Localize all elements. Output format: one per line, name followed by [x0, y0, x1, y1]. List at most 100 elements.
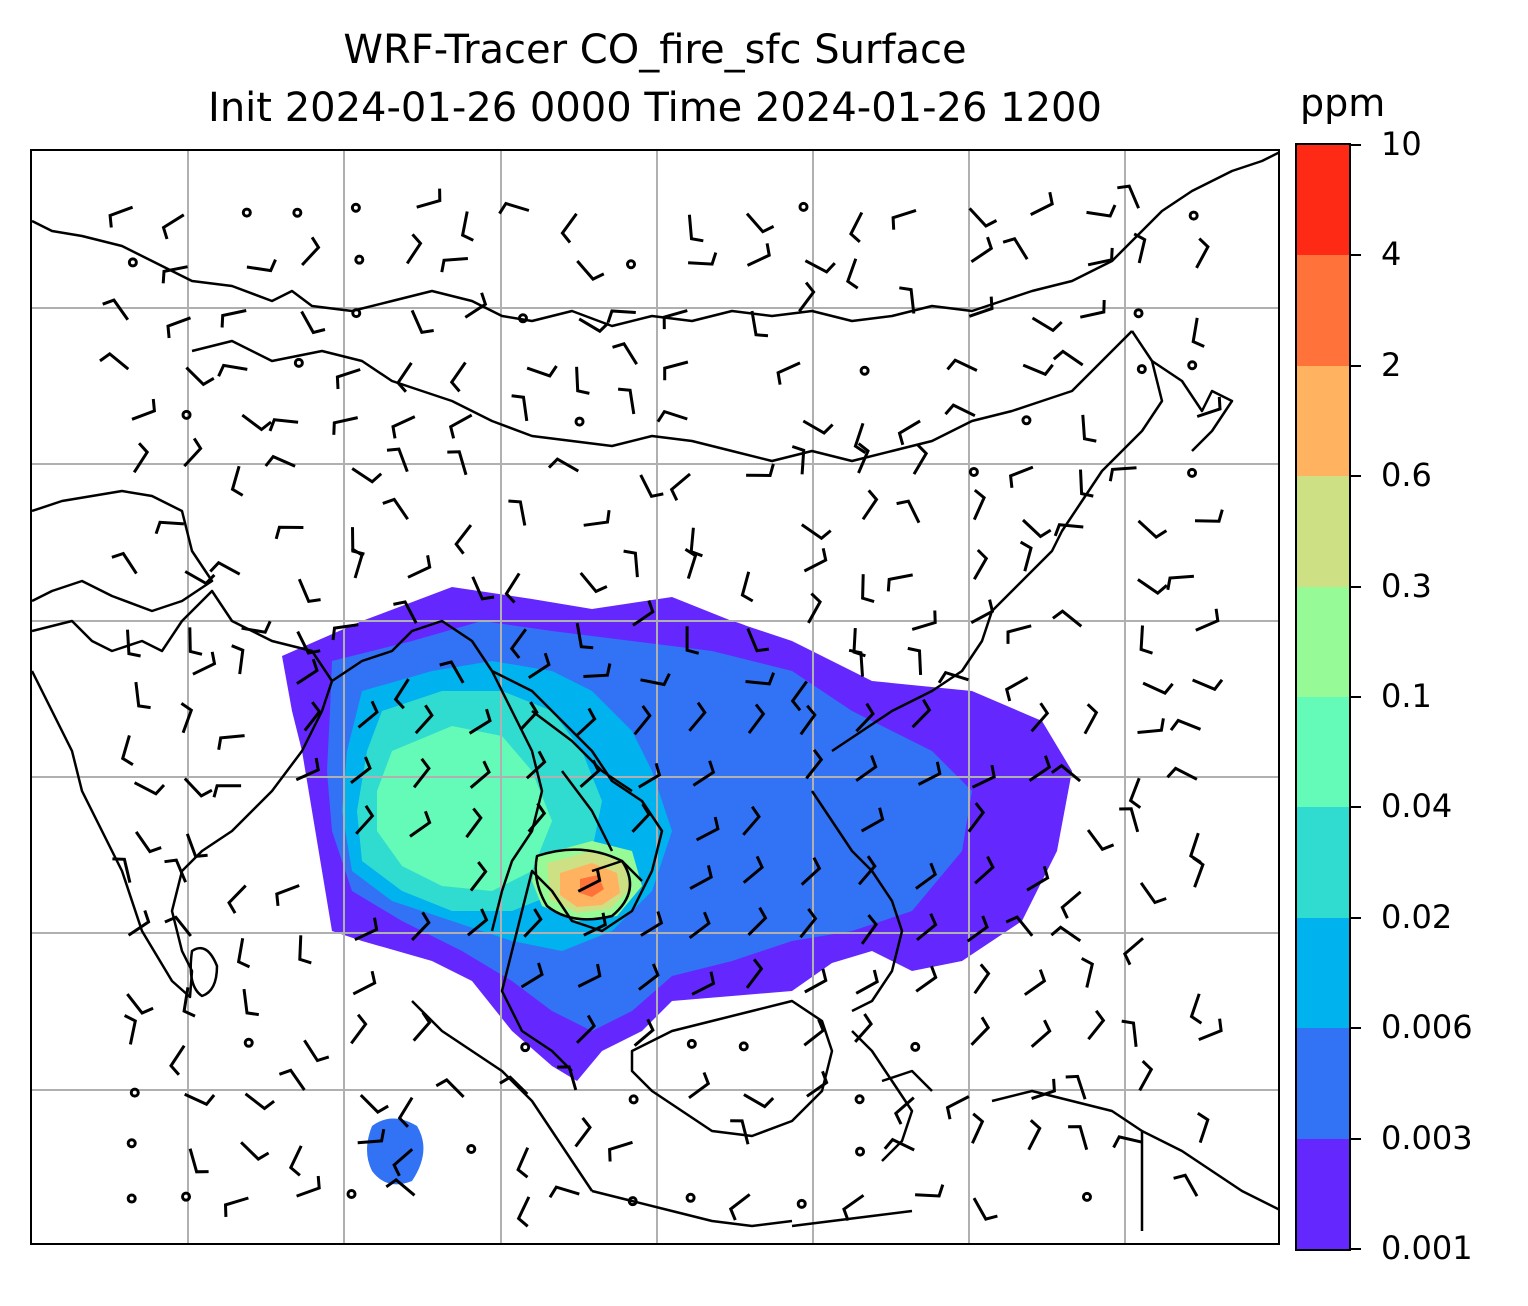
wind-barb	[912, 443, 929, 475]
calm-wind-marker	[292, 207, 303, 218]
coastline-china-east	[831, 330, 1164, 753]
colorbar-segment	[1297, 365, 1349, 477]
wind-barb	[161, 213, 185, 240]
wind-barb	[520, 962, 544, 989]
wind-barb	[516, 1147, 530, 1179]
wind-barb	[1022, 363, 1054, 377]
wind-barb	[212, 784, 242, 798]
wind-barb	[471, 576, 495, 601]
wind-barb	[804, 968, 828, 994]
calm-wind-marker	[686, 1038, 697, 1049]
wind-barb	[111, 551, 138, 575]
calm-wind-marker	[517, 313, 528, 324]
wind-barb	[944, 403, 976, 418]
wind-barb	[468, 708, 492, 735]
calm-wind-marker	[293, 357, 304, 368]
wind-barb	[849, 211, 864, 244]
wind-barb	[747, 703, 766, 734]
wind-barb	[853, 422, 867, 454]
wind-barb	[220, 309, 247, 328]
wind-barb	[684, 547, 698, 580]
calm-wind-marker	[241, 207, 252, 218]
wind-barb	[968, 207, 998, 228]
wind-barb	[454, 524, 473, 555]
coastline-borneo	[630, 999, 834, 1138]
wind-barb	[1027, 1119, 1042, 1151]
wind-barb	[855, 702, 875, 733]
wind-barb	[1194, 509, 1224, 523]
wind-barb	[1137, 718, 1165, 734]
wind-barb	[608, 1140, 633, 1162]
wind-barb	[1117, 184, 1140, 209]
calm-wind-marker	[1187, 360, 1198, 371]
wind-barb	[464, 292, 488, 319]
wind-barb	[217, 734, 245, 751]
wind-barb	[112, 857, 132, 883]
calm-wind-marker	[1081, 1191, 1092, 1202]
wind-barb	[1053, 523, 1084, 537]
wind-barb	[945, 1095, 970, 1120]
wind-barb	[298, 935, 312, 965]
wind-barb	[916, 913, 938, 942]
coastline-india	[32, 589, 334, 999]
wind-barb	[972, 488, 986, 521]
calm-wind-marker	[798, 201, 809, 212]
colorbar-segment	[1297, 254, 1349, 366]
calm-wind-marker	[626, 259, 637, 270]
wind-barb	[915, 1184, 945, 1198]
wind-barb	[637, 963, 660, 991]
wind-barb	[134, 681, 151, 710]
colorbar-segment	[1297, 144, 1349, 256]
wind-barb	[574, 1116, 592, 1148]
wind-barb	[296, 1175, 321, 1198]
wind-barb	[883, 1137, 915, 1152]
wind-barb	[575, 1014, 596, 1044]
wind-barb	[183, 437, 203, 468]
wind-barb	[632, 599, 655, 627]
wind-barb	[1087, 1009, 1106, 1041]
wind-barb	[414, 704, 434, 735]
coastline-china-plateau	[191, 330, 1133, 463]
colorbar-tick-label: 0.04	[1381, 787, 1453, 826]
wind-barb	[745, 212, 775, 234]
wind-barb	[861, 574, 875, 604]
wind-barb	[350, 756, 372, 784]
wind-barb	[352, 970, 377, 996]
wind-barb	[728, 1193, 751, 1221]
wind-barb	[1195, 237, 1210, 269]
wind-barb	[357, 700, 379, 729]
wind-barb	[857, 855, 877, 886]
wind-barb	[854, 1013, 873, 1043]
wind-barb	[1169, 718, 1202, 731]
calm-wind-marker	[859, 365, 870, 376]
wind-barb	[1023, 969, 1047, 996]
wind-barb	[917, 761, 942, 786]
wind-barb	[937, 670, 969, 684]
wind-barb	[1005, 915, 1034, 937]
wind-barb	[465, 807, 483, 839]
colorbar-tick	[1351, 585, 1361, 588]
wind-barb	[295, 757, 320, 782]
wind-barb	[1128, 777, 1142, 809]
coastline-bay-of-bengal	[331, 619, 544, 932]
wind-barbs	[99, 184, 1224, 1228]
wind-barb	[126, 993, 154, 1015]
wind-barb	[241, 413, 272, 432]
calm-wind-marker	[351, 308, 362, 319]
wind-barb	[405, 233, 423, 265]
calm-wind-marker	[685, 1192, 696, 1203]
wind-barb	[126, 629, 141, 658]
wind-barb	[391, 415, 416, 439]
wind-barb	[185, 366, 215, 387]
wind-barb	[264, 454, 296, 468]
wind-barb	[848, 648, 864, 677]
wind-barb	[799, 704, 817, 736]
wind-barb	[1080, 957, 1095, 988]
wind-barb	[385, 1178, 416, 1197]
wind-barb	[108, 205, 134, 228]
wind-barb	[640, 673, 671, 687]
wind-barb	[164, 915, 192, 937]
colorbar-tick	[1351, 144, 1361, 146]
wind-barb	[519, 701, 539, 731]
wind-barb	[188, 1148, 209, 1174]
